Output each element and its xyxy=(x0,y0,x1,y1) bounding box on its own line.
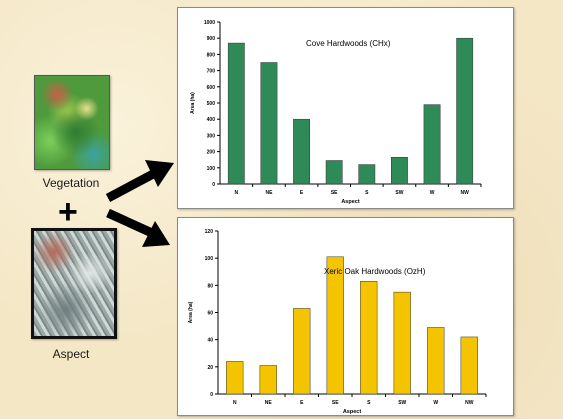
y-tick-label: 500 xyxy=(207,101,216,107)
x-tick-label: N xyxy=(235,190,239,196)
arrows-graphic xyxy=(105,160,174,247)
bar xyxy=(260,62,278,185)
arrow-down-icon xyxy=(106,208,170,247)
y-axis-label: Area (ha) xyxy=(188,301,194,323)
bar xyxy=(325,160,343,185)
bar xyxy=(360,281,378,395)
x-tick-label: S xyxy=(365,190,369,196)
chart-title: Xeric Oak Hardwoods (OzH) xyxy=(324,267,426,276)
cove-hardwoods-chart: 0 100 200 300 400 500 600 700 800 900 1000 N NE E SE S S… xyxy=(190,20,482,205)
y-tick-label: 0 xyxy=(212,182,215,188)
xeric-oak-chart: 0 20 40 60 80 100 120 N NE E SE S SW W NW Xeric Oak Har… xyxy=(188,229,487,415)
vegetation-map-image xyxy=(34,75,110,170)
y-tick-label: 200 xyxy=(207,150,216,156)
y-tick-label: 80 xyxy=(207,283,213,289)
vegetation-label: Vegetation xyxy=(42,176,100,190)
x-tick-label: NE xyxy=(265,400,273,406)
y-tick-label: 20 xyxy=(207,365,213,371)
x-tick-label: S xyxy=(367,400,371,406)
bar xyxy=(423,104,441,185)
y-tick-label: 900 xyxy=(207,36,216,42)
y-tick-label: 800 xyxy=(207,52,216,58)
y-tick-label: 120 xyxy=(205,229,214,235)
bar xyxy=(427,327,445,395)
bar xyxy=(460,336,478,395)
arrow-up-icon xyxy=(105,160,174,202)
bar xyxy=(358,164,376,185)
bar xyxy=(226,361,244,395)
x-tick-label: W xyxy=(430,190,435,196)
x-tick-label: SE xyxy=(331,190,338,196)
x-tick-label: NE xyxy=(265,190,273,196)
chart-title: Cove Hardwoods (CHx) xyxy=(306,39,391,48)
bar xyxy=(391,157,408,185)
y-tick-label: 60 xyxy=(207,311,213,317)
y-tick-label: 700 xyxy=(207,69,216,75)
y-tick-label: 100 xyxy=(205,256,214,262)
x-tick-label: E xyxy=(300,190,304,196)
xeric-oak-chart-panel: 0 20 40 60 80 100 120 N NE E SE S SW W NW Xeric Oak Har… xyxy=(177,217,514,416)
x-tick-label: W xyxy=(433,400,438,406)
y-tick-label: 0 xyxy=(210,392,213,398)
x-tick-label: E xyxy=(300,400,304,406)
bar xyxy=(456,37,474,185)
bar xyxy=(227,42,245,185)
aspect-label: Aspect xyxy=(52,347,90,361)
x-tick-label: NW xyxy=(461,190,470,196)
x-tick-label: SW xyxy=(395,190,403,196)
y-tick-label: 100 xyxy=(207,166,216,172)
y-tick-label: 40 xyxy=(207,338,213,344)
cove-hardwoods-chart-panel: 0 100 200 300 400 500 600 700 800 900 1000 N NE E SE S S… xyxy=(177,7,514,209)
plus-sign: + xyxy=(58,193,78,231)
x-axis-label: Aspect xyxy=(341,199,360,205)
y-tick-label: 600 xyxy=(207,85,216,91)
x-tick-label: SW xyxy=(398,400,406,406)
y-axis-label: Area (ha) xyxy=(190,92,196,114)
bar xyxy=(293,308,311,395)
y-tick-label: 1000 xyxy=(204,20,215,26)
x-axis-label: Aspect xyxy=(343,409,362,415)
y-tick-label: 300 xyxy=(207,133,216,139)
y-tick-label: 400 xyxy=(207,117,216,123)
bar xyxy=(259,365,277,395)
aspect-map-image xyxy=(31,228,117,339)
x-tick-label: N xyxy=(233,400,237,406)
bar xyxy=(293,118,310,185)
bar xyxy=(393,291,411,395)
x-tick-label: SE xyxy=(332,400,339,406)
bar xyxy=(326,256,344,395)
x-tick-label: NW xyxy=(465,400,474,406)
